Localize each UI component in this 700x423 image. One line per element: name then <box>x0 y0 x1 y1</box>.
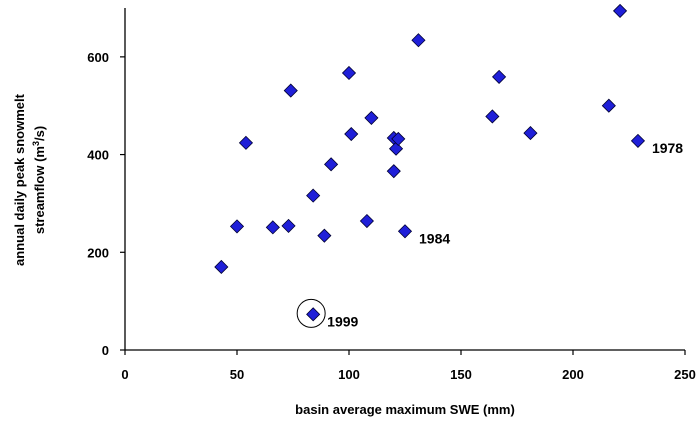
x-tick-label: 0 <box>121 367 128 382</box>
data-point <box>492 69 507 84</box>
data-point <box>630 133 646 148</box>
data-point <box>214 259 229 275</box>
x-axis-title: basin average maximum SWE (mm) <box>295 402 515 417</box>
y-tick-label: 200 <box>87 245 109 260</box>
annotation-label: 1999 <box>327 313 358 329</box>
data-point <box>612 3 628 18</box>
data-point <box>265 220 280 235</box>
x-tick-label: 150 <box>450 367 472 382</box>
data-point <box>283 83 298 98</box>
y-tick-label: 400 <box>87 148 109 163</box>
data-point <box>364 110 379 125</box>
y-axis-title-superscript: 3 <box>31 141 41 146</box>
data-point <box>306 188 321 203</box>
axes <box>120 8 686 355</box>
data-point <box>411 33 426 48</box>
highlight-circle <box>296 298 326 328</box>
annotations: 1999 1984 1978 <box>296 140 683 329</box>
x-tick-label: 200 <box>562 367 584 382</box>
x-tick-label: 100 <box>338 367 360 382</box>
y-axis-title-line2-prefix: streamflow (m <box>32 146 47 234</box>
data-point <box>341 65 357 81</box>
data-point <box>281 218 296 233</box>
y-axis-title-line1: annual daily peak snowmelt <box>12 93 27 266</box>
data-point <box>229 219 245 234</box>
data-point <box>485 109 500 124</box>
data-point <box>317 228 332 243</box>
y-axis-title: annual daily peak snowmelt streamflow (m… <box>12 93 47 266</box>
data-point <box>238 135 254 150</box>
x-tick-label: 250 <box>674 367 696 382</box>
tick-labels: 0 50 100 150 200 250 0 200 400 600 <box>87 50 696 382</box>
annotation-label: 1978 <box>652 140 683 156</box>
data-point <box>388 141 404 156</box>
y-tick-label: 0 <box>102 343 109 358</box>
data-points <box>214 3 646 322</box>
data-point <box>344 126 359 142</box>
data-point <box>324 157 339 172</box>
data-point <box>359 213 374 229</box>
y-axis-title-line2: streamflow (m3/s) <box>31 126 47 234</box>
data-point <box>391 131 406 147</box>
x-tick-label: 50 <box>230 367 244 382</box>
data-point <box>397 224 413 239</box>
data-point <box>306 307 321 322</box>
data-point <box>523 126 538 141</box>
data-point <box>386 164 401 179</box>
y-tick-label: 600 <box>87 50 109 65</box>
y-axis-title-line2-suffix: /s) <box>32 126 47 141</box>
annotation-label: 1984 <box>419 230 450 246</box>
data-point <box>601 98 616 113</box>
